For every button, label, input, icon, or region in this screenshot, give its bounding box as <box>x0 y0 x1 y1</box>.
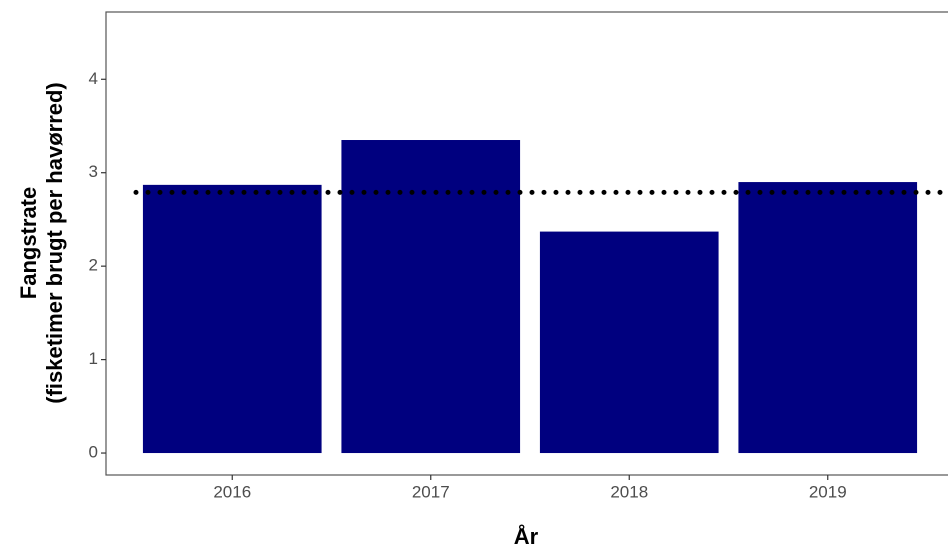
x-tick-label: 2019 <box>809 482 847 501</box>
y-tick-label: 2 <box>89 256 98 275</box>
bar <box>341 140 521 454</box>
x-tick-label: 2016 <box>213 482 251 501</box>
bar <box>142 184 322 454</box>
bar <box>738 182 918 454</box>
panel-border <box>105 11 948 476</box>
y-axis-title-line2: (fisketimer brugt per havørred) <box>42 82 67 404</box>
y-tick-label: 3 <box>89 162 98 181</box>
y-tick-label: 1 <box>89 349 98 368</box>
x-tick-label: 2017 <box>412 482 450 501</box>
y-tick-label: 4 <box>89 69 98 88</box>
x-axis-title: År <box>514 523 539 549</box>
y-tick-label: 0 <box>89 443 98 462</box>
x-tick-label: 2018 <box>610 482 648 501</box>
bar <box>539 231 719 454</box>
y-axis-title-line1: Fangstrate <box>16 187 41 299</box>
